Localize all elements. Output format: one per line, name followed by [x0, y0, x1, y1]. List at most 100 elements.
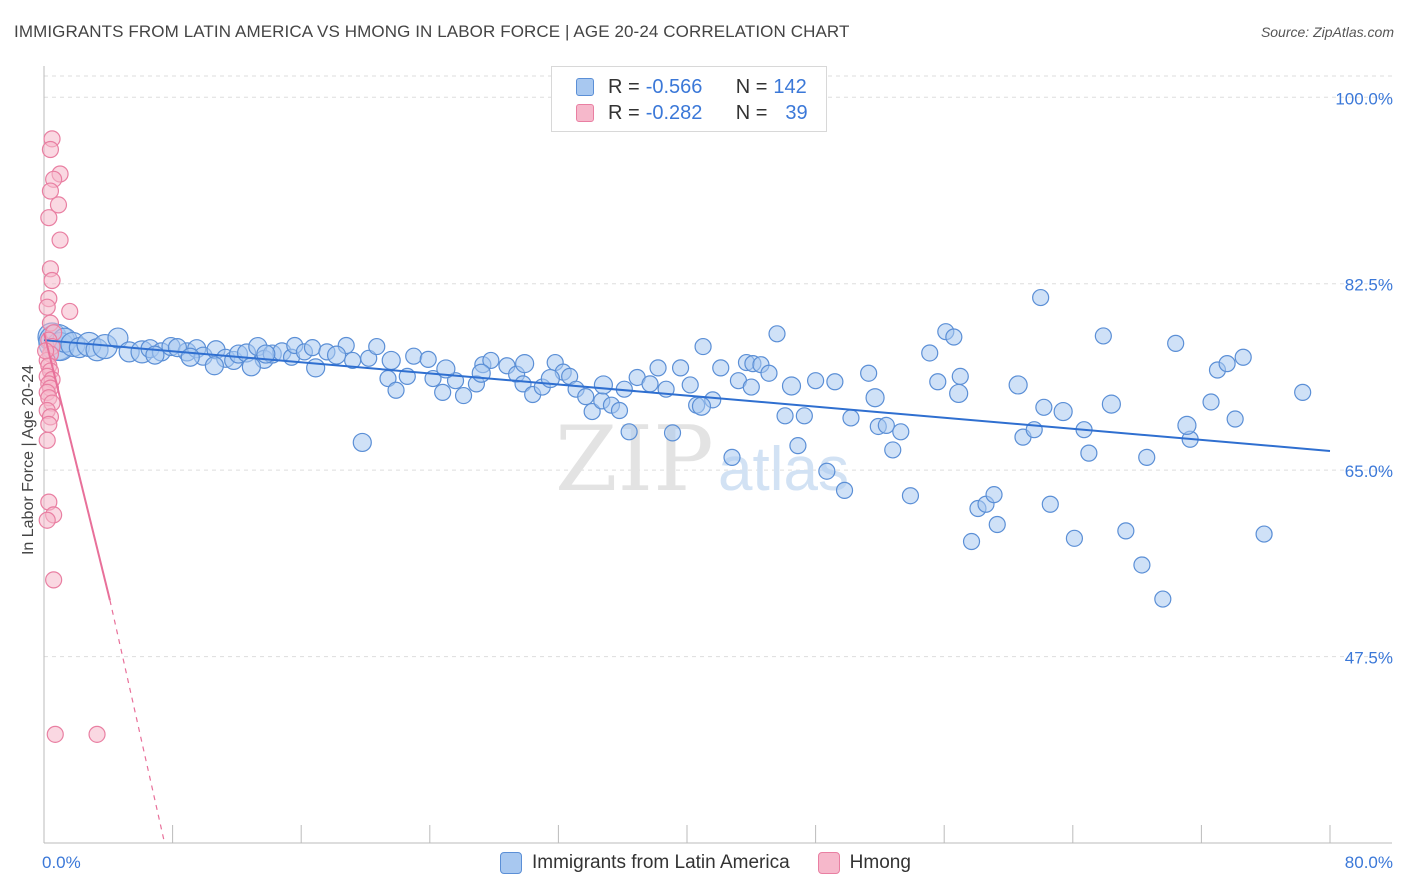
source-credit: Source: ZipAtlas.com	[1260, 24, 1394, 40]
data-point	[842, 409, 860, 427]
data-point	[877, 416, 895, 435]
data-point	[1202, 393, 1220, 411]
data-point	[988, 515, 1006, 534]
y-tick-label: 100.0%	[1335, 89, 1393, 108]
data-point	[901, 487, 920, 505]
data-point	[45, 571, 63, 589]
data-point	[381, 350, 401, 371]
data-point	[1101, 394, 1121, 414]
series-legend-label: Immigrants from Latin America	[532, 852, 790, 873]
axis-labels: 100.0% 82.5% 65.0% 47.5% 0.0% 80.0% In Labor F…	[20, 89, 1393, 872]
trendlines	[43, 332, 1331, 844]
data-point	[835, 481, 854, 499]
y-tick-label: 82.5%	[1345, 276, 1393, 295]
data-point	[723, 448, 741, 466]
trendline-hmong-extension	[109, 599, 166, 844]
data-point	[46, 725, 64, 743]
data-point	[712, 359, 730, 377]
data-point	[620, 423, 638, 441]
data-point	[40, 209, 58, 227]
data-point	[49, 196, 68, 214]
data-point	[1094, 327, 1112, 345]
data-point	[40, 415, 58, 433]
legend-r-label: R =	[608, 75, 640, 98]
correlation-legend: R = -0.566 N = 142 R = -0.282 N = 39	[551, 66, 827, 132]
data-point	[929, 373, 947, 391]
series-legend-item-latin-america[interactable]: Immigrants from Latin America	[500, 852, 790, 874]
data-point	[454, 386, 473, 405]
data-point	[88, 725, 106, 743]
data-point	[949, 383, 969, 404]
data-point	[1234, 348, 1252, 366]
data-point	[1032, 288, 1050, 307]
data-point	[37, 342, 55, 360]
data-point	[1041, 495, 1059, 513]
data-point	[742, 378, 760, 396]
data-point	[1138, 448, 1156, 466]
data-point	[768, 325, 786, 343]
y-axis-title: In Labor Force | Age 20-24	[20, 365, 37, 555]
data-point	[884, 441, 902, 459]
legend-r-value: -0.282	[645, 101, 703, 124]
watermark-zip: ZIP	[555, 407, 714, 512]
data-point	[38, 298, 56, 316]
data-point	[789, 437, 807, 455]
data-point	[671, 359, 690, 377]
legend-row-latin-america: R = -0.566 N = 142	[576, 74, 807, 100]
legend-r-value: -0.566	[645, 75, 703, 98]
trendline-latin-america	[43, 339, 1331, 452]
data-point	[434, 383, 452, 401]
data-point	[985, 486, 1003, 504]
data-point	[51, 231, 69, 249]
trendline-hmong	[43, 332, 111, 601]
data-point	[818, 462, 836, 480]
data-point	[577, 388, 595, 406]
legend-n-label: N =	[735, 75, 768, 98]
data-point	[945, 328, 963, 346]
data-point	[691, 396, 712, 416]
data-point	[806, 372, 825, 390]
series-swatch-pink	[817, 852, 840, 874]
data-point	[663, 424, 682, 442]
data-point	[892, 423, 910, 441]
data-point	[1226, 410, 1244, 428]
data-point	[1218, 355, 1236, 373]
data-point	[41, 182, 60, 200]
data-point	[180, 347, 200, 367]
data-point	[1177, 415, 1197, 436]
data-point	[41, 140, 60, 159]
data-point	[38, 431, 56, 449]
data-point	[38, 511, 56, 529]
data-point	[1008, 375, 1028, 395]
x-tick-label: 80.0%	[1345, 853, 1393, 872]
data-point	[306, 358, 326, 378]
data-point	[681, 376, 699, 394]
legend-r-label: R =	[608, 101, 640, 124]
data-point	[641, 375, 659, 393]
y-tick-label: 47.5%	[1345, 649, 1393, 668]
legend-row-hmong: R = -0.282 N = 39	[576, 100, 808, 126]
points-hmong	[37, 130, 106, 743]
data-point	[387, 381, 405, 399]
data-point	[865, 388, 885, 408]
data-point	[760, 364, 778, 382]
data-point	[1035, 398, 1053, 416]
data-point	[1065, 529, 1084, 547]
chart-title: IMMIGRANTS FROM LATIN AMERICA VS HMONG I…	[14, 22, 850, 41]
data-point	[860, 364, 878, 382]
data-point	[43, 271, 61, 290]
data-point	[303, 339, 322, 357]
legend-n-label: N =	[735, 101, 768, 124]
data-point	[1133, 556, 1151, 574]
series-swatch-blue	[500, 852, 522, 874]
series-legend-item-hmong[interactable]: Hmong	[817, 852, 911, 874]
data-point	[368, 337, 386, 356]
data-point	[61, 302, 79, 321]
data-point	[649, 359, 667, 377]
data-point	[1154, 590, 1172, 608]
legend-swatch-blue	[576, 78, 594, 96]
data-point	[583, 402, 601, 421]
legend-swatch-pink	[576, 104, 594, 122]
series-legend-label: Hmong	[849, 852, 911, 873]
